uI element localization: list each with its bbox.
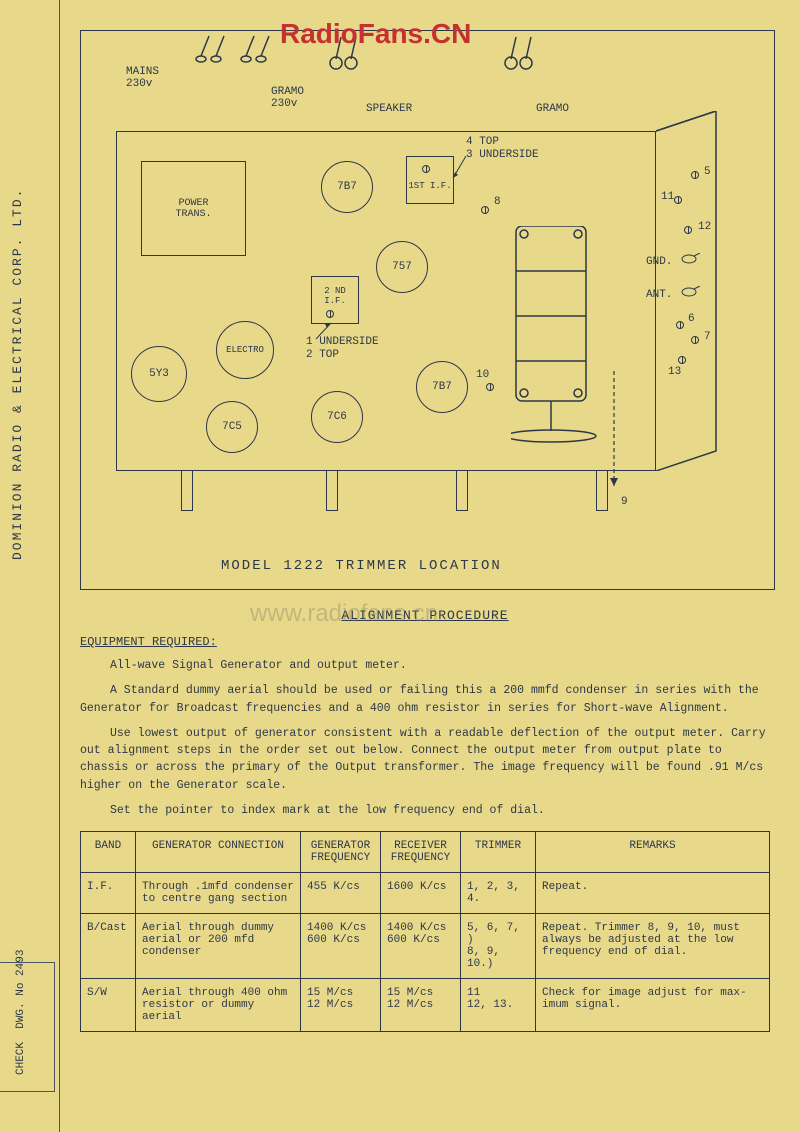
table-cell-remarks: Check for image adjust for max-imum sign…: [536, 979, 770, 1032]
watermark-red: RadioFans.CN: [280, 18, 471, 50]
screw-10: [486, 383, 494, 391]
left-margin-strip: DOMINION RADIO & ELECTRICAL CORP. LTD. C…: [0, 0, 60, 1132]
ann-9: 9: [621, 496, 628, 508]
ann-2top: 2 TOP: [306, 349, 339, 361]
power-trans-box: POWER TRANS.: [141, 161, 246, 256]
tube-7c6: 7C6: [311, 391, 363, 443]
label-mains: MAINS230v: [126, 66, 159, 90]
screw-12: [684, 226, 692, 234]
ann-7: 7: [704, 331, 711, 343]
ant-terminal: [681, 286, 701, 298]
table-cell-trim: 5, 6, 7, ) 8, 9, 10.): [461, 914, 536, 979]
diagram-title: MODEL 1222 TRIMMER LOCATION: [221, 558, 502, 574]
company-name-vertical: DOMINION RADIO & ELECTRICAL CORP. LTD.: [10, 188, 25, 560]
alignment-table: BAND GENERATOR CONNECTION GENERATOR FREQ…: [80, 831, 770, 1032]
screw-8: [481, 206, 489, 214]
chassis-leg-3: [456, 471, 468, 511]
col-rfreq: RECEIVER FREQUENCY: [381, 832, 461, 873]
table-cell-gfreq: 1400 K/cs 600 K/cs: [301, 914, 381, 979]
col-remarks: REMARKS: [536, 832, 770, 873]
tube-7b7-1: 7B7: [321, 161, 373, 213]
table-cell-rfreq: 1600 K/cs: [381, 873, 461, 914]
dwg-box: [0, 962, 55, 1092]
tube-7b7-2: 7B7: [416, 361, 468, 413]
ann-3under: 3 UNDERSIDE: [466, 149, 539, 161]
diagram-frame: MAINS230v GRAMO230v SPEAKER GRAMO: [80, 30, 775, 590]
ann-10: 10: [476, 369, 489, 381]
col-band: BAND: [81, 832, 136, 873]
page-content: MAINS230v GRAMO230v SPEAKER GRAMO: [60, 0, 800, 1132]
ann-5: 5: [704, 166, 711, 178]
ann-6: 6: [688, 313, 695, 325]
ann-ant: ANT.: [646, 289, 672, 301]
chassis-leg-1: [181, 471, 193, 511]
col-conn: GENERATOR CONNECTION: [136, 832, 301, 873]
ann-8: 8: [494, 196, 501, 208]
screw-11: [674, 196, 682, 204]
table-cell-conn: Aerial through 400 ohm resistor or dummy…: [136, 979, 301, 1032]
arrow-1st-if: [451, 156, 471, 186]
ann-4top: 4 TOP: [466, 136, 499, 148]
table-cell-remarks: Repeat.: [536, 873, 770, 914]
table-header-row: BAND GENERATOR CONNECTION GENERATOR FREQ…: [81, 832, 770, 873]
col-trim: TRIMMER: [461, 832, 536, 873]
table-row: I.F.Through .1mfd condenser to centre ga…: [81, 873, 770, 914]
chassis-leg-2: [326, 471, 338, 511]
screw-6: [676, 321, 684, 329]
screw-13: [678, 356, 686, 364]
table-cell-trim: 11 12, 13.: [461, 979, 536, 1032]
ann-12: 12: [698, 221, 711, 233]
gnd-terminal: [681, 253, 701, 265]
para-1: All-wave Signal Generator and output met…: [80, 657, 770, 674]
table-cell-conn: Through .1mfd condenser to centre gang s…: [136, 873, 301, 914]
watermark-gray: www.radiofans.cn: [250, 600, 438, 628]
table-cell-band: B/Cast: [81, 914, 136, 979]
table-cell-gfreq: 455 K/cs: [301, 873, 381, 914]
para-3: Use lowest output of generator consisten…: [80, 725, 770, 794]
equipment-required-heading: EQUIPMENT REQUIRED:: [80, 635, 770, 649]
screw-5: [691, 171, 699, 179]
ann-11: 11: [661, 191, 674, 203]
table-cell-band: I.F.: [81, 873, 136, 914]
col-gfreq: GENERATOR FREQUENCY: [301, 832, 381, 873]
table-cell-rfreq: 1400 K/cs 600 K/cs: [381, 914, 461, 979]
tube-electro: ELECTRO: [216, 321, 274, 379]
table-cell-band: S/W: [81, 979, 136, 1032]
arrow-9: [606, 371, 626, 501]
tuning-capacitor: [511, 226, 606, 426]
table-cell-conn: Aerial through dummy aerial or 200 mfd c…: [136, 914, 301, 979]
dwg-number: CHECK DWG. No 2493: [15, 950, 27, 1075]
tube-5y3: 5Y3: [131, 346, 187, 402]
tube-757: 757: [376, 241, 428, 293]
ann-gnd: GND.: [646, 256, 672, 268]
para-2: A Standard dummy aerial should be used o…: [80, 682, 770, 717]
table-row: S/WAerial through 400 ohm resistor or du…: [81, 979, 770, 1032]
table-cell-gfreq: 15 M/cs 12 M/cs: [301, 979, 381, 1032]
arrow-2nd-if: [311, 321, 336, 341]
chassis-leg-4: [596, 471, 608, 511]
ann-13: 13: [668, 366, 681, 378]
screw-7: [691, 336, 699, 344]
table-cell-remarks: Repeat. Trimmer 8, 9, 10, must always be…: [536, 914, 770, 979]
first-if-box: 1ST I.F.: [406, 156, 454, 204]
table-cell-trim: 1, 2, 3, 4.: [461, 873, 536, 914]
para-4: Set the pointer to index mark at the low…: [80, 802, 770, 819]
table-row: B/CastAerial through dummy aerial or 200…: [81, 914, 770, 979]
tube-7c5: 7C5: [206, 401, 258, 453]
chassis-box: POWER TRANS. 7B7 757 5Y3 ELECTRO 7C5 7C6…: [116, 111, 736, 491]
second-if-box: 2 ND I.F.: [311, 276, 359, 324]
table-cell-rfreq: 15 M/cs 12 M/cs: [381, 979, 461, 1032]
